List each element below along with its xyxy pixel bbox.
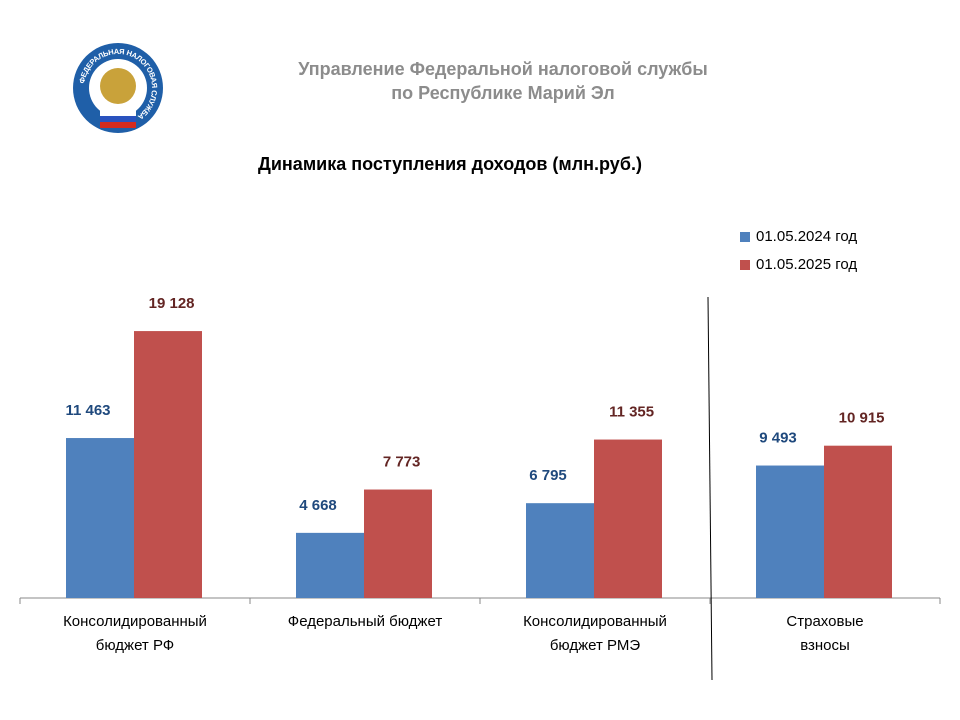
logo-emblem: [100, 68, 136, 104]
flag-white: [100, 110, 136, 116]
bar: [66, 438, 134, 598]
data-label: 11 355: [609, 404, 654, 421]
legend-swatch: [740, 260, 750, 270]
bar: [364, 489, 432, 598]
flag-red: [100, 122, 136, 128]
chart-title: Динамика поступления доходов (млн.руб.): [258, 154, 642, 174]
x-tick-label: Федеральный бюджет: [288, 613, 443, 630]
x-tick-label: взносы: [800, 637, 850, 654]
legend-swatch: [740, 232, 750, 242]
logo: ФЕДЕРАЛЬНАЯ НАЛОГОВАЯ СЛУЖБА: [73, 43, 163, 133]
x-tick-label: бюджет РФ: [96, 637, 174, 654]
bar: [824, 445, 892, 598]
bar: [756, 465, 824, 598]
header-title: по Республике Марий Эл: [391, 83, 614, 103]
data-label: 4 668: [299, 497, 337, 514]
x-tick-label: бюджет РМЭ: [550, 637, 641, 654]
bar: [526, 503, 594, 598]
legend-label: 01.05.2024 год: [756, 228, 857, 245]
legend-label: 01.05.2025 год: [756, 256, 857, 273]
header-title: Управление Федеральной налоговой службы: [298, 59, 708, 79]
data-label: 19 128: [149, 295, 195, 312]
data-label: 6 795: [529, 467, 567, 484]
data-label: 9 493: [759, 429, 797, 446]
flag-blue: [100, 116, 136, 122]
x-tick-label: Консолидированный: [523, 613, 667, 630]
separator: [707, 296, 713, 681]
bar: [134, 331, 202, 598]
bar: [594, 439, 662, 598]
x-tick-label: Консолидированный: [63, 613, 207, 630]
bar: [296, 532, 364, 598]
data-label: 7 773: [383, 454, 421, 471]
data-label: 10 915: [839, 410, 885, 427]
data-label: 11 463: [65, 402, 110, 419]
x-tick-label: Страховые: [786, 613, 863, 630]
plot: Консолидированный бюджет РФ 11 463 19 128 Фе…: [19, 228, 941, 654]
